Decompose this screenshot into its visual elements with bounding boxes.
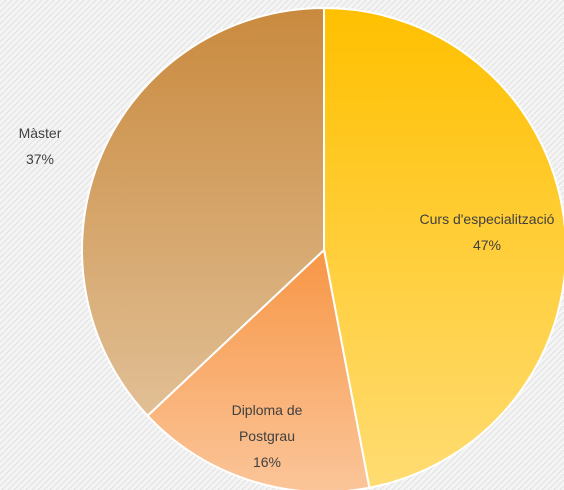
category-label: Màster	[18, 125, 62, 141]
slice-label: Diploma de Postgrau 16%	[202, 397, 332, 475]
value-label: 16%	[252, 454, 282, 470]
slice-label: Màster 37%	[0, 120, 85, 172]
category-label: Diploma de Postgrau	[231, 402, 303, 444]
pie-slice	[146, 248, 371, 490]
value-label: 37%	[25, 151, 55, 167]
value-label: 47%	[472, 237, 502, 253]
pie-slice	[81, 6, 325, 418]
slice-label: Curs d'especialització 47%	[412, 206, 562, 258]
pie-slice	[323, 6, 564, 489]
category-label: Curs d'especialització	[419, 211, 555, 227]
